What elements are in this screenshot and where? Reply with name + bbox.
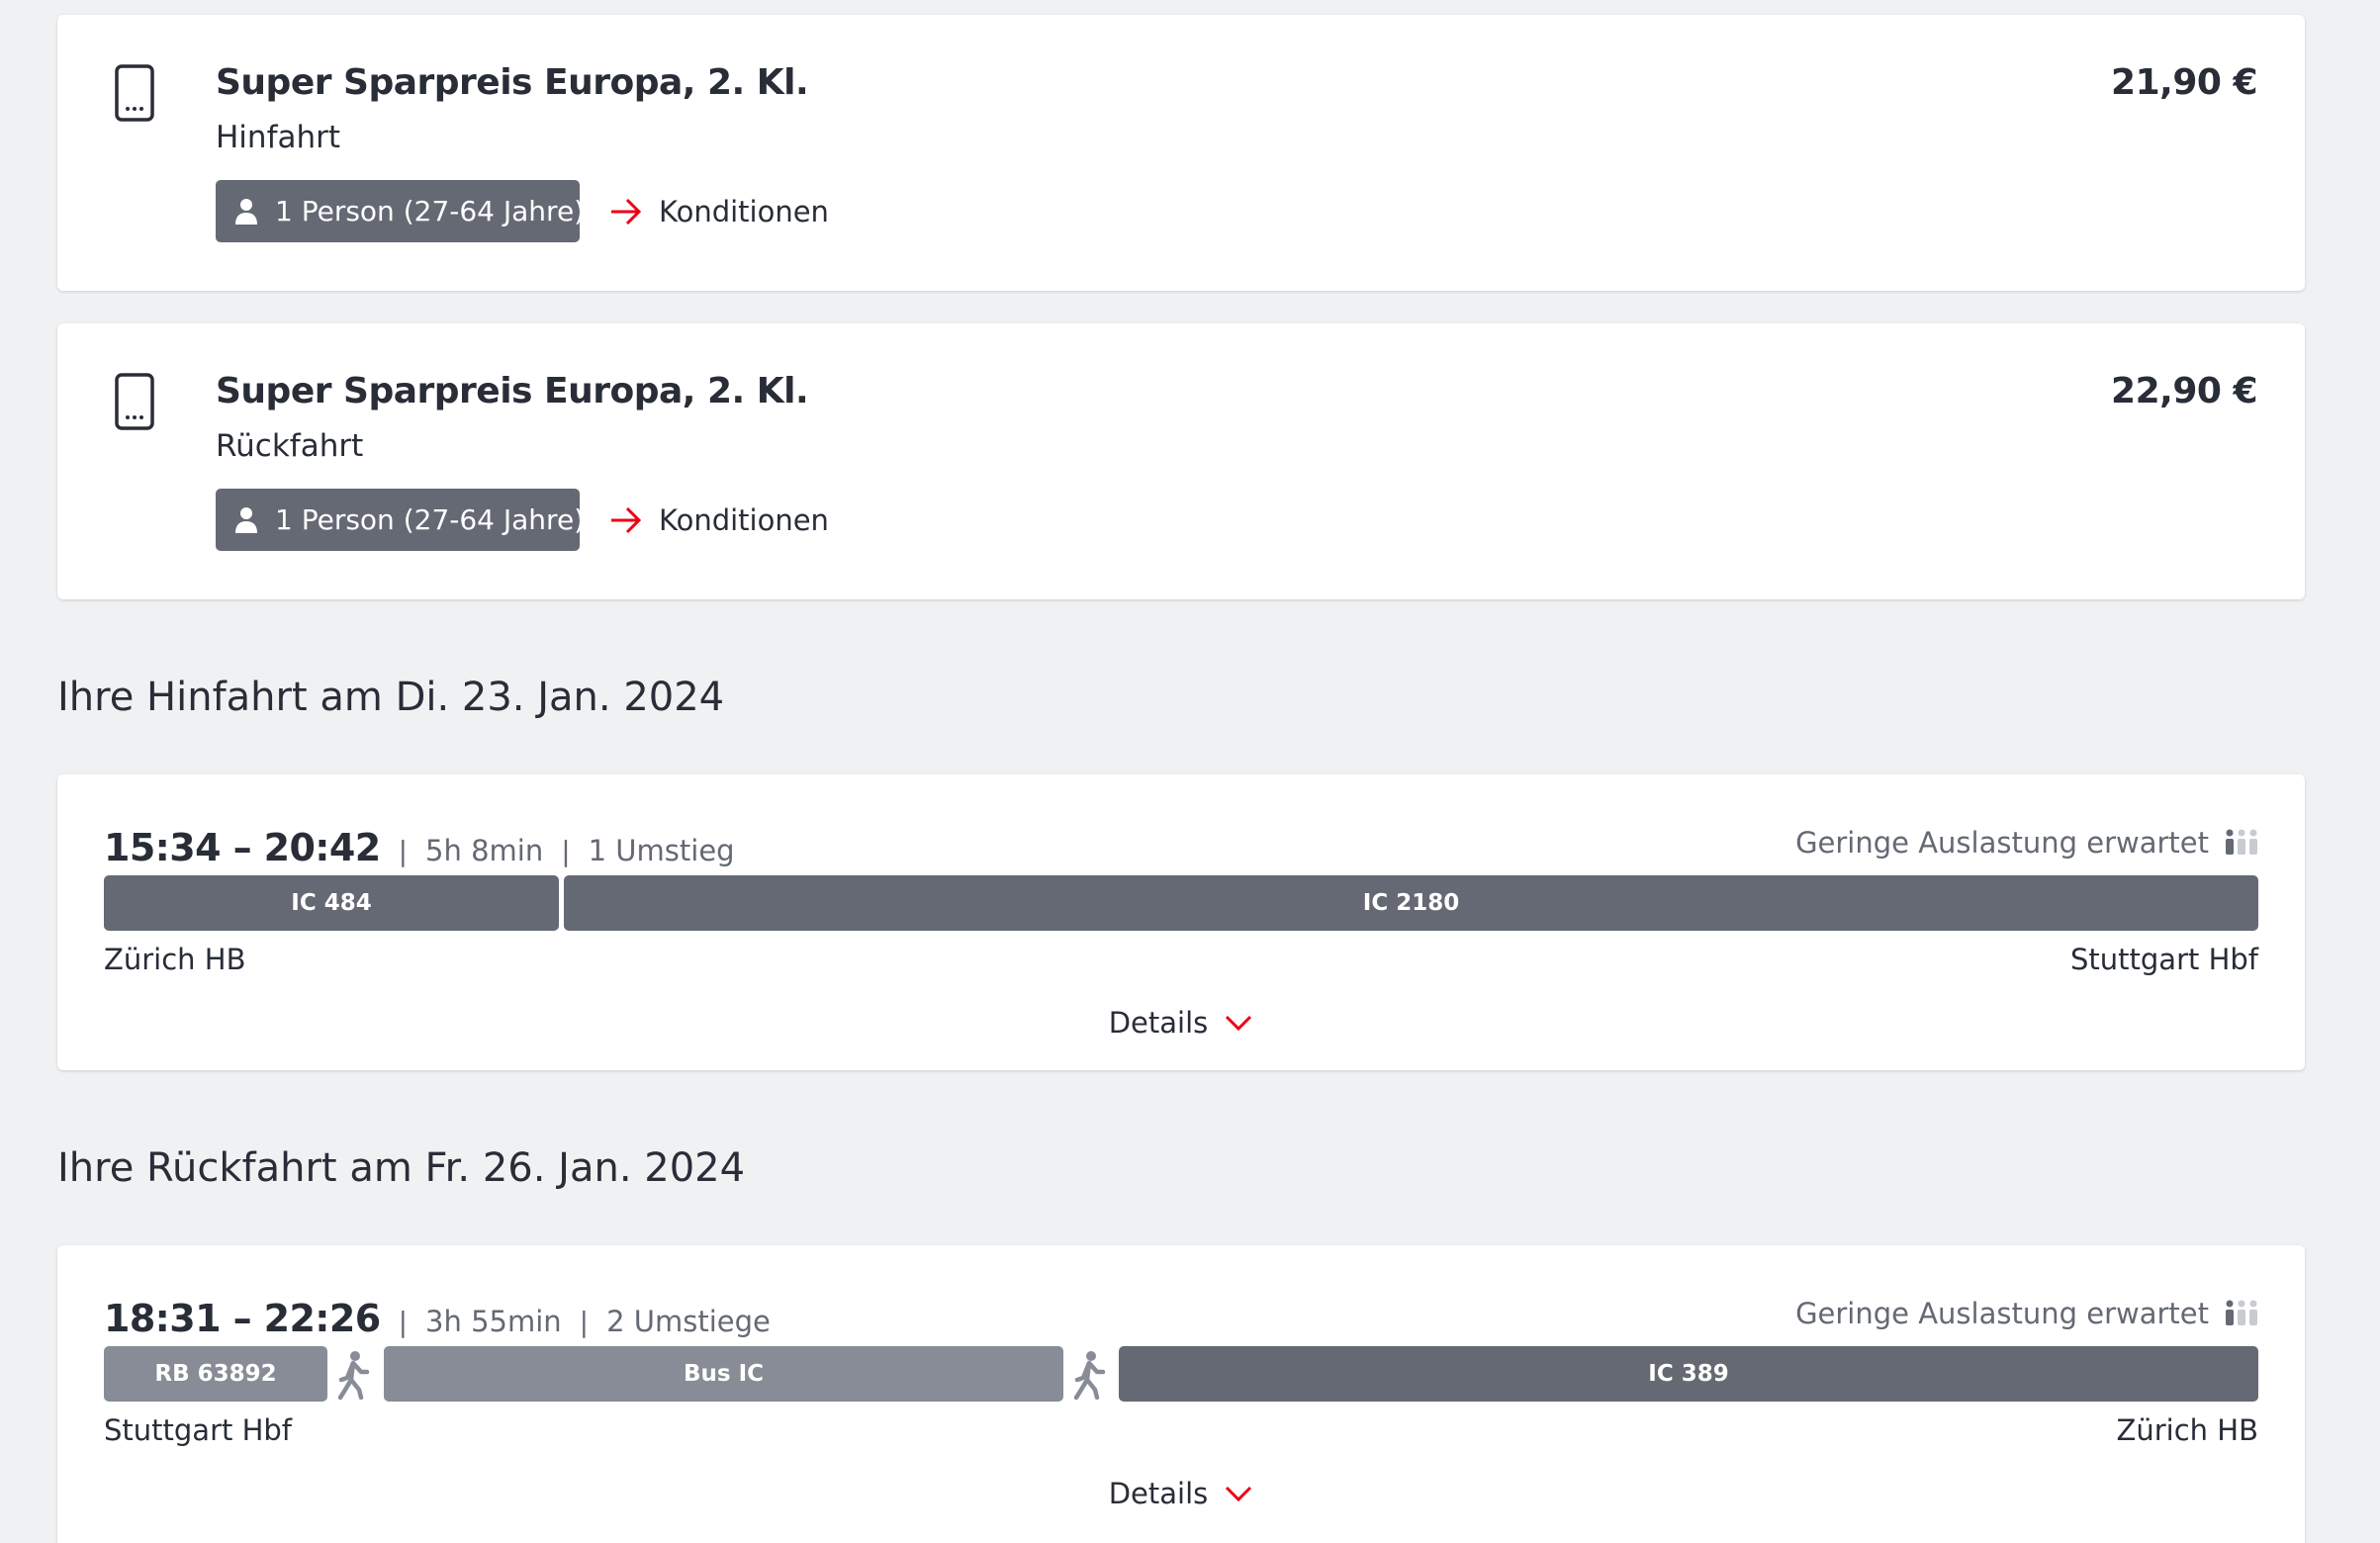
journey-changes: 1 Umstieg	[588, 834, 735, 867]
offer-price: 22,90 €	[2111, 371, 2257, 411]
separator: |	[561, 835, 571, 867]
chevron-down-icon	[1226, 1486, 1252, 1502]
destination-station: Stuttgart Hbf	[2069, 943, 2258, 976]
journey-card-outbound[interactable]: 15:34 – 20:42 | 5h 8min | 1 Umstieg Geri…	[57, 774, 2305, 1070]
separator: |	[398, 835, 409, 867]
train-segment: IC 2180	[564, 875, 2258, 931]
walk-icon	[1073, 1351, 1106, 1400]
details-toggle[interactable]: Details	[57, 1477, 2305, 1510]
passenger-chip: 1 Person (27-64 Jahre)	[216, 489, 585, 551]
person-icon	[235, 506, 257, 533]
conditions-label: Konditionen	[659, 502, 829, 537]
arrow-right-icon	[611, 198, 642, 225]
mobile-ticket-icon	[115, 64, 154, 122]
details-label: Details	[1108, 1477, 1209, 1510]
offer-direction: Hinfahrt	[216, 120, 341, 155]
offer-title: Super Sparpreis Europa, 2. Kl.	[216, 62, 809, 103]
offer-title: Super Sparpreis Europa, 2. Kl.	[216, 371, 809, 411]
offer-price: 21,90 €	[2111, 62, 2257, 103]
mobile-ticket-icon	[115, 373, 154, 430]
journey-duration: 5h 8min	[425, 834, 544, 867]
occupancy-indicator: Geringe Auslastung erwartet	[1795, 826, 2258, 860]
journey-summary: 18:31 – 22:26 | 3h 55min | 2 Umstiege	[104, 1297, 771, 1340]
train-segment: IC 484	[104, 875, 559, 931]
bus-segment: Bus IC	[384, 1346, 1063, 1402]
details-toggle[interactable]: Details	[57, 1006, 2305, 1040]
arrow-right-icon	[611, 506, 642, 533]
offer-direction: Rückfahrt	[216, 428, 364, 464]
conditions-link[interactable]: Konditionen	[609, 180, 829, 242]
journey-times: 18:31 – 22:26	[104, 1297, 381, 1340]
occupancy-icon	[2226, 829, 2257, 855]
journey-segment-bar: IC 484 IC 2180	[104, 875, 2258, 931]
journey-changes: 2 Umstiege	[606, 1305, 771, 1338]
journey-card-return[interactable]: 18:31 – 22:26 | 3h 55min | 2 Umstiege Ge…	[57, 1245, 2305, 1543]
walk-icon	[337, 1351, 370, 1400]
conditions-link[interactable]: Konditionen	[609, 489, 829, 551]
occupancy-indicator: Geringe Auslastung erwartet	[1795, 1297, 2258, 1330]
destination-station: Zürich HB	[2116, 1413, 2258, 1447]
journey-times: 15:34 – 20:42	[104, 826, 381, 869]
passenger-label: 1 Person (27-64 Jahre)	[275, 195, 586, 227]
outbound-heading: Ihre Hinfahrt am Di. 23. Jan. 2024	[57, 675, 725, 720]
train-segment: IC 389	[1119, 1346, 2258, 1402]
conditions-label: Konditionen	[659, 194, 829, 228]
occupancy-label: Geringe Auslastung erwartet	[1795, 826, 2209, 860]
offer-card-outbound: Super Sparpreis Europa, 2. Kl. Hinfahrt …	[57, 15, 2305, 291]
separator: |	[579, 1306, 590, 1338]
details-label: Details	[1108, 1006, 1209, 1040]
return-heading: Ihre Rückfahrt am Fr. 26. Jan. 2024	[57, 1145, 746, 1191]
origin-station: Zürich HB	[104, 943, 246, 976]
person-icon	[235, 198, 257, 225]
occupancy-label: Geringe Auslastung erwartet	[1795, 1297, 2209, 1330]
origin-station: Stuttgart Hbf	[104, 1413, 293, 1447]
passenger-chip: 1 Person (27-64 Jahre)	[216, 180, 585, 242]
train-segment: RB 63892	[104, 1346, 327, 1402]
passenger-label: 1 Person (27-64 Jahre)	[275, 503, 586, 536]
chevron-down-icon	[1226, 1015, 1252, 1032]
occupancy-icon	[2226, 1300, 2257, 1325]
separator: |	[398, 1306, 409, 1338]
offer-card-return: Super Sparpreis Europa, 2. Kl. Rückfahrt…	[57, 323, 2305, 599]
journey-segment-bar: RB 63892 Bus IC IC 389	[104, 1346, 2258, 1402]
journey-duration: 3h 55min	[425, 1305, 562, 1338]
journey-summary: 15:34 – 20:42 | 5h 8min | 1 Umstieg	[104, 826, 735, 869]
